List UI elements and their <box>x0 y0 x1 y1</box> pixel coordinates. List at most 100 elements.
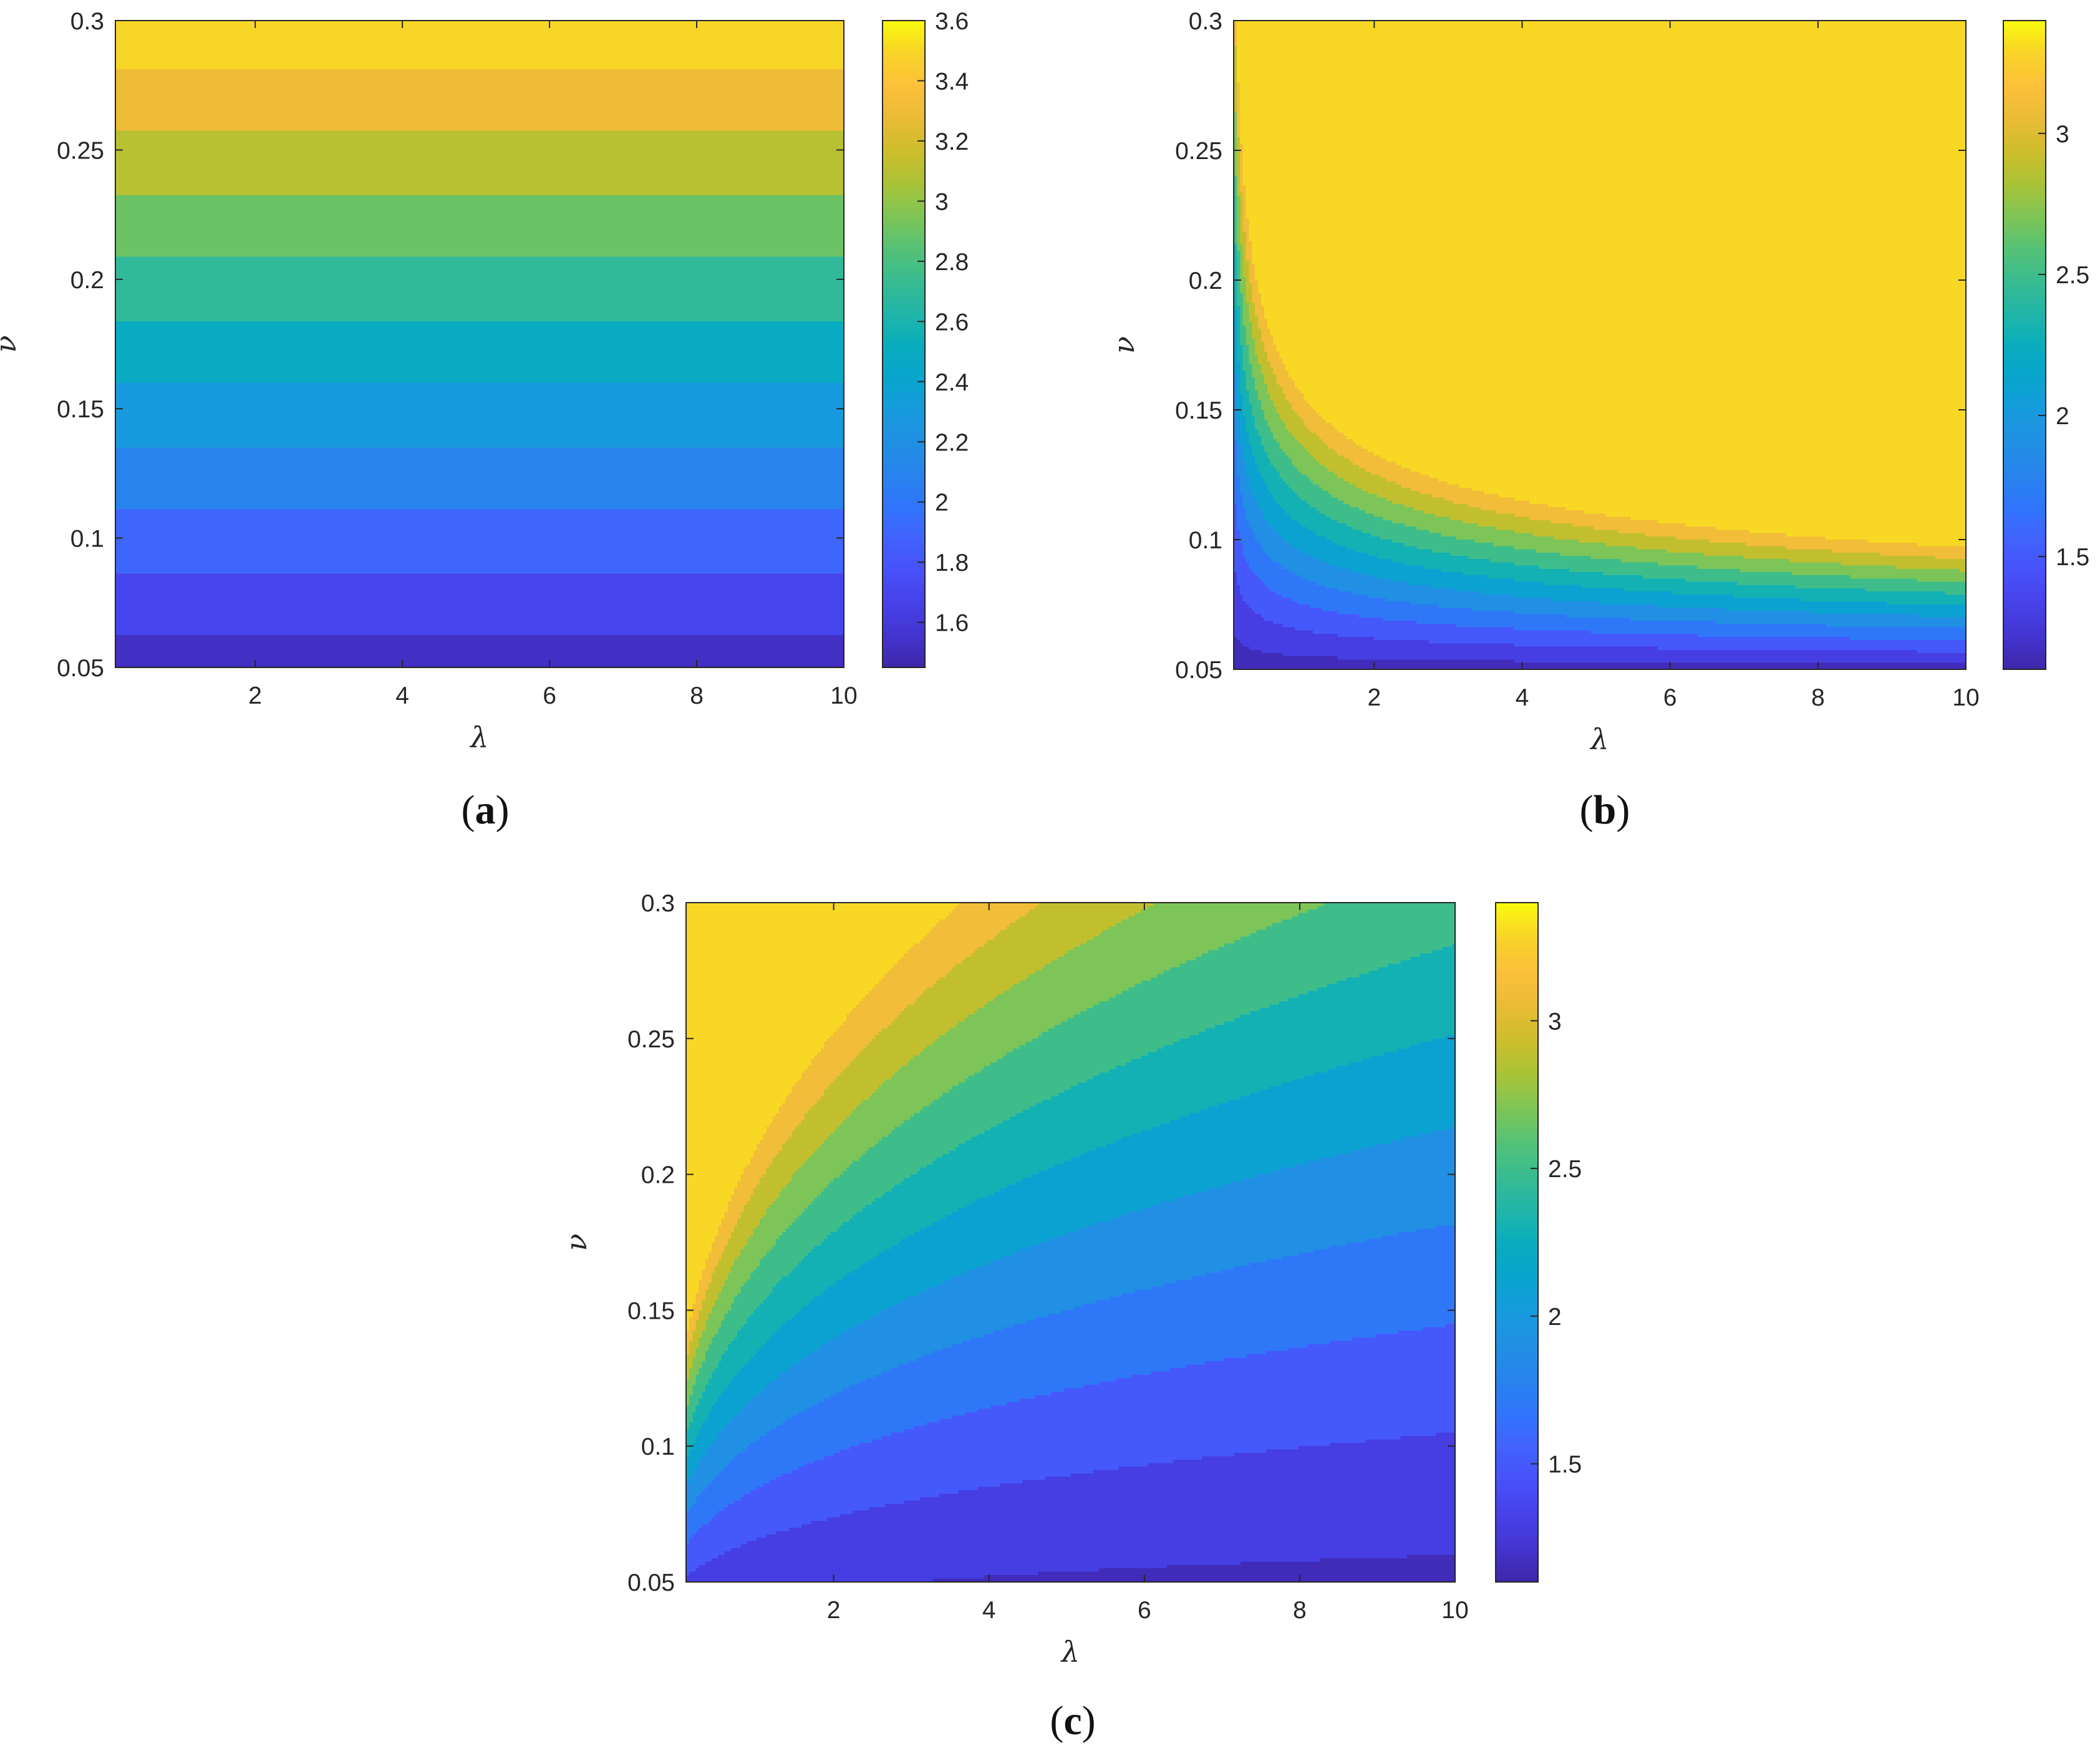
contour-band-cell <box>702 1395 719 1399</box>
contour-band-cell <box>1240 1014 1456 1019</box>
contour-band-cell <box>705 1289 722 1294</box>
contour-band-cell <box>734 1415 793 1420</box>
contour-band-cell <box>115 46 844 51</box>
contour-band-cell <box>1234 487 1241 492</box>
contour-band-cell <box>1584 510 1967 514</box>
colorbar-swatch <box>883 396 925 401</box>
contour-band-cell <box>1273 338 1967 342</box>
contour-band-cell <box>1270 588 1338 592</box>
contour-band-cell <box>1234 394 1237 397</box>
contour-band-cell <box>1304 419 1326 424</box>
contour-band-cell <box>1242 211 1247 216</box>
contour-band-cell <box>974 1011 1081 1016</box>
contour-band-cell <box>686 1164 748 1168</box>
contour-band-cell <box>936 923 1010 927</box>
colorbar-swatch <box>1496 1446 1538 1451</box>
contour-band-cell <box>823 1045 866 1049</box>
contour-band-cell <box>1294 384 1967 388</box>
contour-band-cell <box>686 1320 690 1324</box>
contour-band-cell <box>808 1354 924 1359</box>
contour-band-cell <box>1236 82 1241 86</box>
colorbar-swatch <box>2003 207 2046 212</box>
contour-band-cell <box>1242 218 1250 222</box>
colorbar-swatch <box>1496 1569 1538 1574</box>
contour-band-cell <box>1389 578 1515 583</box>
colorbar-swatch <box>883 308 925 313</box>
contour-band-cell <box>1246 416 1256 420</box>
contour-band-cell <box>686 1510 690 1515</box>
contour-band-cell <box>115 40 844 44</box>
contour-band-cell <box>747 1201 773 1206</box>
colorbar-swatch <box>883 255 925 260</box>
contour-band-cell <box>730 1266 757 1270</box>
contour-band-cell <box>1282 449 1307 453</box>
contour-band-cell <box>1374 637 1851 641</box>
contour-band-cell <box>766 1534 1456 1538</box>
contour-band-cell <box>1801 598 1967 602</box>
contour-band-cell <box>901 957 965 961</box>
contour-band-cell <box>1249 604 1310 608</box>
colorbar-swatch <box>883 137 925 143</box>
contour-band-cell <box>1435 513 1515 518</box>
contour-band-cell <box>686 1344 690 1348</box>
colorbar-tick-label: 1.5 <box>1548 1452 1582 1478</box>
contour-band-cell <box>1234 575 1237 579</box>
contour-band-cell <box>1236 351 1244 356</box>
contour-band-cell <box>692 1337 700 1341</box>
contour-band-cell <box>763 1300 811 1304</box>
contour-band-cell <box>1242 552 1268 556</box>
contour-band-cell <box>1246 189 1967 193</box>
contour-band-cell <box>1246 289 1252 294</box>
contour-band-cell <box>750 1398 825 1403</box>
contour-band-cell <box>702 1331 719 1335</box>
contour-band-cell <box>1276 530 1314 534</box>
contour-band-cell <box>750 1442 860 1447</box>
contour-band-cell <box>705 1419 732 1423</box>
contour-band-cell <box>763 1133 793 1138</box>
contour-band-cell <box>1304 1075 1456 1080</box>
colorbar-swatch <box>1496 1552 1538 1557</box>
contour-band-cell <box>686 1409 697 1413</box>
contour-band-cell <box>686 1014 847 1019</box>
contour-band-cell <box>1249 319 1259 323</box>
contour-band-cell <box>1288 1347 1456 1352</box>
contour-band-cell <box>1242 163 1967 167</box>
contour-band-cell <box>1295 1164 1456 1168</box>
colorbar-tick-label: 3.4 <box>935 68 969 95</box>
contour-band-cell <box>904 1429 1456 1433</box>
contour-band-cell <box>1141 1208 1456 1213</box>
colorbar-swatch <box>883 631 925 636</box>
contour-band-cell <box>686 1259 706 1263</box>
contour-band-cell <box>1236 280 1241 284</box>
contour-band-cell <box>1267 387 1283 391</box>
contour-band-cell <box>730 1419 786 1423</box>
contour-band-cell <box>699 1564 1168 1569</box>
contour-band-cell <box>1234 656 1338 660</box>
contour-band-cell <box>1375 1143 1456 1148</box>
contour-band-cell <box>811 1201 873 1206</box>
contour-band-cell <box>1279 445 1305 449</box>
contour-band-cell <box>1378 967 1456 971</box>
contour-band-cell <box>1234 585 1241 589</box>
contour-band-cell <box>1320 1558 1456 1562</box>
contour-band-cell <box>997 1059 1132 1063</box>
contour-band-cell <box>1276 374 1289 378</box>
colorbar-swatch <box>2003 637 2046 642</box>
contour-band-cell <box>1096 1300 1456 1304</box>
contour-band-cell <box>1234 37 1237 41</box>
contour-band-cell <box>1236 186 1241 190</box>
contour-band-cell <box>1038 1035 1190 1039</box>
contour-band-cell <box>1234 89 1237 92</box>
contour-band-cell <box>727 1242 748 1246</box>
contour-band-cell <box>901 1011 975 1016</box>
contour-band-cell <box>727 1205 745 1209</box>
contour-band-cell <box>843 1221 934 1226</box>
y-tick-label: 0.2 <box>1189 268 1222 294</box>
contour-band-cell <box>853 1160 934 1165</box>
contour-band-cell <box>942 1153 1081 1158</box>
contour-band-cell <box>115 240 844 245</box>
contour-band-cell <box>1242 143 1967 148</box>
contour-band-cell <box>782 1422 927 1427</box>
contour-band-cell <box>1246 507 1262 511</box>
colorbar-swatch <box>2003 507 2046 512</box>
